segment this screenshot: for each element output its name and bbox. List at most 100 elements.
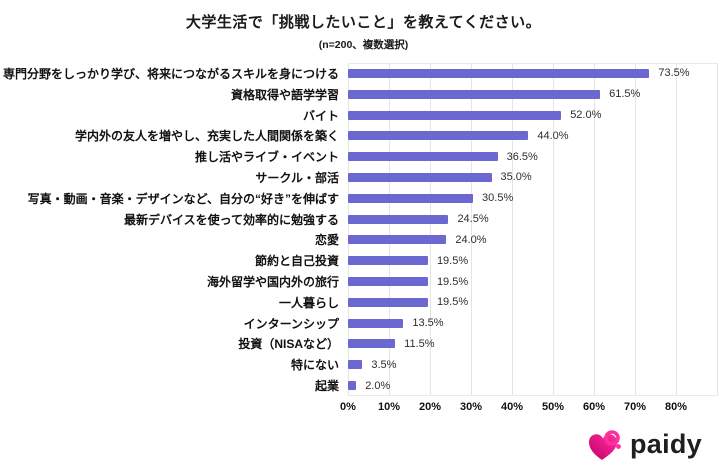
x-tick-label: 50%	[541, 401, 565, 413]
value-label: 24.5%	[457, 213, 489, 226]
chart-row: 投資（NISAなど） 11.5%	[0, 334, 727, 355]
x-tick-label: 40%	[500, 401, 524, 413]
category-label: バイト	[302, 108, 339, 123]
category-label: 恋愛	[314, 233, 339, 248]
bar-area: 73.5%	[348, 63, 727, 84]
x-tick-label: 60%	[582, 401, 606, 413]
chart-row: 最新デバイスを使って効率的に勉強する 24.5%	[0, 209, 727, 230]
value-label: 52.0%	[570, 109, 602, 122]
chart-subtitle: (n=200、複数選択)	[318, 39, 409, 51]
chart-row: 学内外の友人を増やし、充実した人間関係を築く 44.0%	[0, 125, 727, 146]
bar	[348, 277, 428, 287]
value-label: 13.5%	[412, 317, 444, 330]
value-label: 2.0%	[365, 379, 391, 392]
chart-row: 推し活やライブ・イベント 36.5%	[0, 146, 727, 167]
x-tick-label: 0%	[340, 401, 356, 413]
bar	[348, 131, 529, 141]
value-label: 44.0%	[537, 129, 569, 142]
category-label: 投資（NISAなど）	[238, 337, 339, 352]
category-label: 特にない	[290, 358, 339, 373]
gridline	[553, 64, 554, 395]
x-tick-label: 70%	[623, 401, 647, 413]
bar	[348, 360, 363, 370]
chart-row: サークル・部活 35.0%	[0, 167, 727, 188]
bar-area: 24.0%	[348, 230, 727, 251]
value-label: 19.5%	[436, 275, 469, 288]
chart-row: 節約と自己投資 19.5%	[0, 250, 727, 271]
paidy-logo-text: paidy	[629, 428, 702, 459]
bar	[348, 89, 601, 99]
value-label: 3.5%	[371, 358, 397, 371]
category-label: 節約と自己投資	[254, 254, 339, 269]
bar	[348, 318, 404, 328]
gridline	[512, 64, 513, 395]
chart-row: 海外留学や国内外の旅行 19.5%	[0, 271, 727, 292]
category-label: 最新デバイスを使って効率的に勉強する	[123, 212, 339, 227]
bar-area: 36.5%	[348, 146, 727, 167]
chart-row: 恋愛 24.0%	[0, 230, 727, 251]
category-label: 海外留学や国内外の旅行	[206, 275, 339, 290]
bar-area: 61.5%	[348, 84, 727, 105]
category-label: 学内外の友人を増やし、充実した人間関係を築く	[74, 129, 339, 144]
bar-area: 19.5%	[348, 292, 727, 313]
bar-area: 3.5%	[348, 354, 727, 375]
bar	[348, 152, 498, 162]
chart-rows: 専門分野をしっかり学び、将来につながるスキルを身につける 73.5% 資格取得や語学…	[0, 63, 727, 396]
value-label: 19.5%	[436, 296, 469, 309]
bar-area: 52.0%	[348, 105, 727, 126]
value-label: 61.5%	[609, 88, 641, 101]
chart-row: 一人暮らし 19.5%	[0, 292, 727, 313]
category-label: 推し活やライブ・イベント	[194, 150, 339, 165]
gridline	[635, 64, 636, 395]
bar	[348, 172, 492, 182]
bar	[348, 193, 474, 203]
bar-area: 19.5%	[348, 250, 727, 271]
chart-row: 特にない 3.5%	[0, 354, 727, 375]
gridline	[389, 64, 390, 395]
value-label: 73.5%	[658, 67, 690, 80]
bar	[348, 110, 562, 120]
value-label: 24.0%	[455, 233, 487, 246]
value-label: 36.5%	[506, 150, 538, 163]
category-label: 専門分野をしっかり学び、将来につながるスキルを身につける	[2, 66, 339, 81]
bar	[348, 297, 428, 307]
bar-area: 35.0%	[348, 167, 727, 188]
bar	[348, 68, 650, 78]
gridline	[717, 64, 718, 395]
bar	[348, 256, 428, 266]
category-label: インターンシップ	[243, 316, 339, 331]
chart-row: 起業 2.0%	[0, 375, 727, 396]
bar	[348, 235, 447, 245]
bar-chart: 専門分野をしっかり学び、将来につながるスキルを身につける 73.5% 資格取得や語学…	[0, 63, 727, 413]
paidy-logo: paidy	[586, 429, 702, 463]
bar	[348, 381, 357, 391]
value-label: 35.0%	[500, 171, 532, 184]
gridline	[676, 64, 677, 395]
chart-row: バイト 52.0%	[0, 105, 727, 126]
bar-area: 24.5%	[348, 209, 727, 230]
chart-row: 資格取得や語学学習 61.5%	[0, 84, 727, 105]
chart-title: 大学生活で「挑戦したいこと」を教えてください。	[185, 14, 542, 31]
bar-area: 13.5%	[348, 313, 727, 334]
value-label: 30.5%	[482, 192, 514, 205]
x-tick-label: 20%	[418, 401, 442, 413]
x-axis: 0% 10% 20% 30% 40% 50% 60% 70% 80%	[340, 401, 718, 417]
gridline	[430, 64, 431, 395]
gridline	[471, 64, 472, 395]
chart-row: インターンシップ 13.5%	[0, 313, 727, 334]
bar-area: 30.5%	[348, 188, 727, 209]
category-label: サークル・部活	[255, 170, 339, 185]
value-label: 19.5%	[436, 254, 469, 267]
value-label: 11.5%	[404, 337, 435, 350]
paidy-heart-icon	[588, 430, 621, 460]
chart-row: 写真・動画・音楽・デザインなど、自分の“好き”を伸ばす 30.5%	[0, 188, 727, 209]
category-label: 資格取得や語学学習	[230, 87, 339, 102]
bar-area: 44.0%	[348, 125, 727, 146]
category-label: 写真・動画・音楽・デザインなど、自分の“好き”を伸ばす	[27, 191, 339, 206]
x-tick-label: 80%	[664, 401, 688, 413]
bar-area: 2.0%	[348, 375, 727, 396]
category-label: 一人暮らし	[278, 295, 339, 310]
category-label: 起業	[314, 379, 339, 394]
chart-row: 専門分野をしっかり学び、将来につながるスキルを身につける 73.5%	[0, 63, 727, 84]
